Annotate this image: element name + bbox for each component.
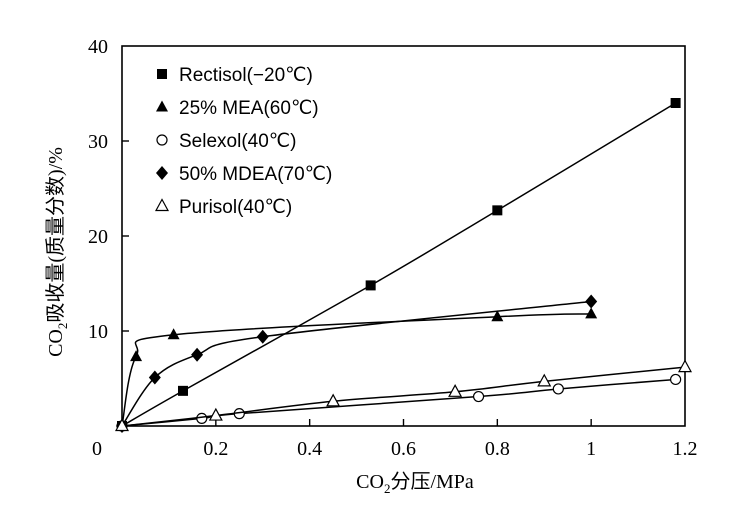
legend-label: 25% MEA(60℃) xyxy=(179,98,319,119)
data-point xyxy=(552,383,564,395)
data-point xyxy=(196,412,208,424)
legend-item: Purisol(40℃) xyxy=(154,197,292,218)
x-tick-label: 0.6 xyxy=(391,438,416,460)
x-tick-label: 1 xyxy=(586,438,596,460)
y-tick-label: 30 xyxy=(88,131,108,153)
y-tick-label: 10 xyxy=(88,321,108,343)
series-4 xyxy=(114,359,693,432)
legend-label: Purisol(40℃) xyxy=(179,197,292,218)
data-point xyxy=(114,418,130,432)
y-tick-label: 20 xyxy=(88,226,108,248)
legend-item: Selexol(40℃) xyxy=(156,131,296,152)
data-point xyxy=(670,98,681,108)
data-point xyxy=(448,384,463,397)
data-point xyxy=(177,385,188,396)
x-tick-label: 0.2 xyxy=(203,438,228,460)
legend-marker xyxy=(157,69,167,79)
y-axis-title: CO2吸收量(质量分数)/% xyxy=(44,147,70,357)
legend-label: Selexol(40℃) xyxy=(179,131,296,152)
data-point xyxy=(208,407,223,421)
x-tick-label: 0.4 xyxy=(297,438,322,460)
data-point xyxy=(148,370,161,385)
data-point xyxy=(585,307,598,319)
x-tick-label: 0 xyxy=(92,438,102,460)
legend: Rectisol(−20℃) 25% MEA(60℃) Selexol(40℃) 50… xyxy=(154,65,332,218)
data-point xyxy=(585,294,598,309)
data-point xyxy=(677,359,693,373)
data-point xyxy=(537,373,552,387)
data-point xyxy=(491,310,504,322)
data-point xyxy=(365,280,376,291)
series-line xyxy=(121,300,592,427)
data-point xyxy=(130,350,143,362)
x-tick-label: 0.8 xyxy=(485,438,510,460)
data-point xyxy=(191,347,204,362)
legend-marker xyxy=(156,166,168,180)
data-point xyxy=(326,393,341,407)
series-line xyxy=(121,313,592,427)
data-point xyxy=(670,373,682,386)
series-2 xyxy=(116,373,682,432)
series-layer xyxy=(114,98,693,433)
y-axis-ticks: 10 20 30 40 xyxy=(88,36,129,343)
legend-marker xyxy=(156,100,168,112)
series-3 xyxy=(116,294,598,433)
legend-item: Rectisol(−20℃) xyxy=(157,65,313,86)
data-point xyxy=(167,328,180,340)
series-line xyxy=(121,366,686,427)
data-point xyxy=(492,205,503,216)
x-axis-ticks: 0 0.2 0.4 0.6 0.8 1 1.2 xyxy=(92,419,698,460)
legend-label: Rectisol(−20℃) xyxy=(179,65,313,86)
legend-item: 25% MEA(60℃) xyxy=(156,98,319,119)
legend-item: 50% MDEA(70℃) xyxy=(156,164,332,185)
legend-marker xyxy=(156,134,168,146)
data-point xyxy=(256,329,269,344)
data-point xyxy=(472,390,485,403)
legend-label: 50% MDEA(70℃) xyxy=(179,164,332,185)
x-axis-title: CO2分压/MPa xyxy=(356,470,474,496)
legend-marker xyxy=(154,198,170,212)
x-tick-label: 1.2 xyxy=(673,438,698,460)
y-tick-label: 40 xyxy=(88,36,108,58)
